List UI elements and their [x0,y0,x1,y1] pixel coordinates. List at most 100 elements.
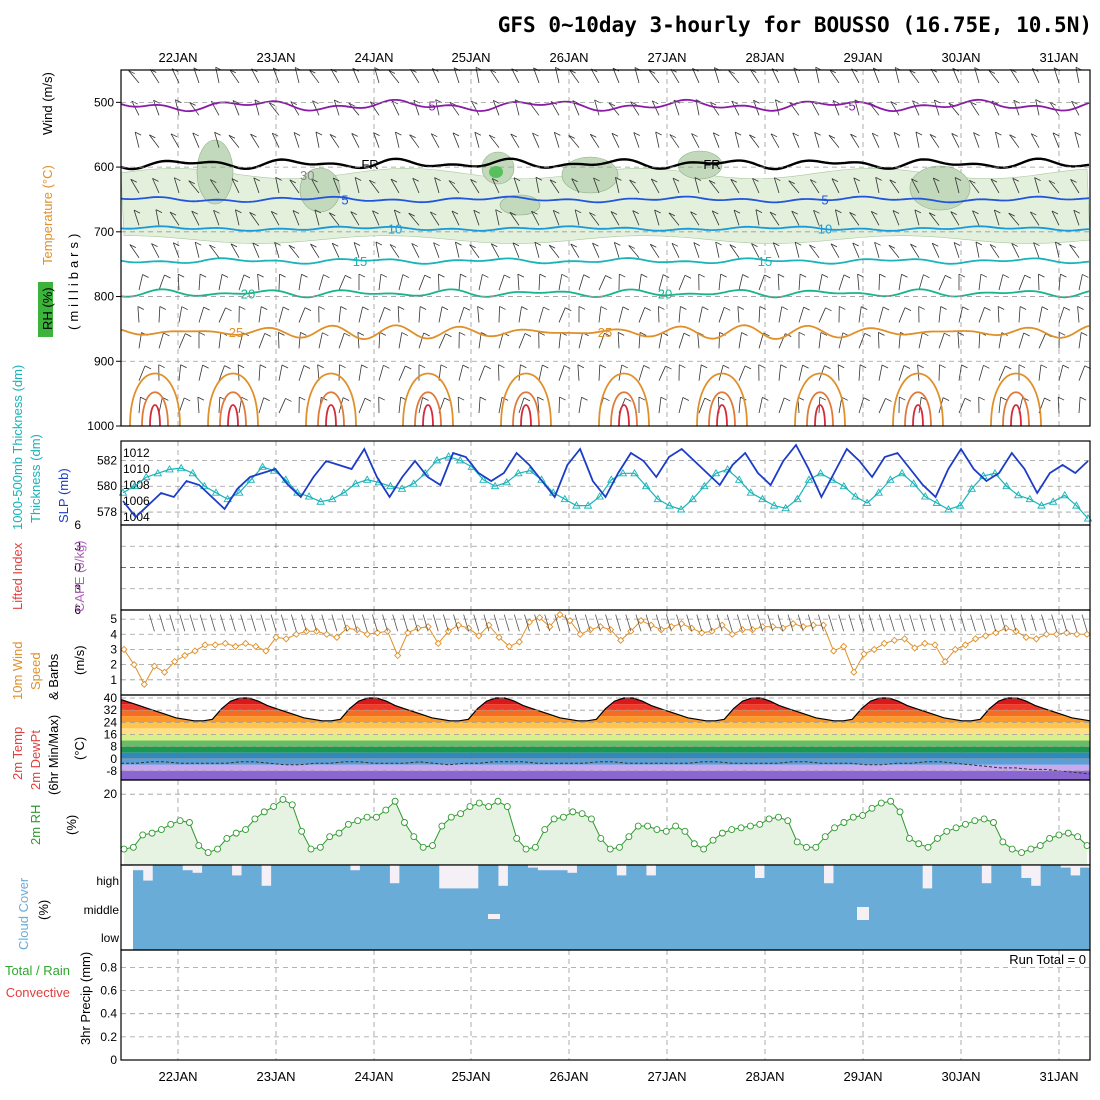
wind-barb-flag [282,306,290,311]
cloud-bar [507,921,519,950]
wind-barb-flag [210,179,217,183]
precip-tick-label: 0 [110,1053,117,1067]
thickness-point [1037,501,1046,509]
thickness-point [874,488,884,496]
wind-barb [258,397,265,414]
temp-color-band [121,722,1090,729]
rh-legend-swatch [38,282,53,337]
thickness-point [153,468,163,477]
wind-barb [835,209,840,226]
wind-barb-flag [1062,364,1070,369]
cloud-bar [991,891,1002,921]
rh-point [625,833,633,841]
wind-barb-10m [970,614,976,632]
cloud-bar [1050,921,1061,950]
wind-barb-flag [611,132,619,137]
temperature-contour [120,225,1090,232]
hot-contour-outer [207,372,259,427]
cloud-bar [192,891,203,921]
wind-barb-flag [197,396,205,401]
wind-barb [438,333,446,349]
cloud-bar [379,921,390,950]
cloud-bar [1040,891,1051,921]
pressure-tick-label: 800 [94,290,114,304]
thickness-point [1002,481,1011,490]
wind-barb-flag [418,364,426,369]
cloud-bar [458,888,469,891]
cloud-bar [458,921,469,950]
hot-contour-middle [610,391,638,427]
wind-barb [152,178,160,194]
rh-point [1027,845,1035,853]
wind-barb [589,212,600,226]
wind-barb-10m [209,614,216,632]
rh-point [195,842,203,849]
wind-barb [314,209,320,226]
wind-barb-flag [449,101,457,106]
wind-barb-flag [402,274,410,278]
wind-barb [553,132,560,148]
wind-barb-flag [275,176,282,181]
cloud-bar [547,891,558,921]
wind-barb [958,364,962,381]
cloud-bar [261,885,272,891]
cloud-row-label: low [101,931,119,945]
rh-point [821,833,829,841]
wind-barb [1035,99,1040,116]
cloud-bar [892,921,903,950]
wind-barb [458,307,465,323]
wind-barb-flag [583,274,590,279]
wind-barb [228,134,240,148]
cloud-bar [567,872,578,891]
wind-barb-flag [644,307,651,311]
wind-barb [568,135,580,148]
wind-barb-flag [942,397,950,401]
wind-barb [398,274,404,291]
wind-speed-point [171,657,179,666]
cloud-bar [320,921,331,950]
wind-barb [813,210,820,226]
wind-barb-flag [1059,331,1066,336]
wind-speed-point [961,641,969,649]
wind-barb-flag [384,307,391,311]
wind-barb-10m [402,614,409,632]
wind-barb-flag [342,397,350,401]
rh-point [803,843,810,851]
wind-barb [490,243,500,258]
wind-barb-flag [271,210,278,215]
rh-point [1008,845,1016,853]
cloud-bar [567,921,578,950]
wind-barb-flag [831,178,839,182]
date-label-bottom: 30JAN [941,1069,980,1084]
cloud-bar [685,891,696,921]
wind-barb [254,99,260,116]
rh-point [653,826,661,834]
wind-barb [351,133,360,148]
cloud-bar [724,865,736,891]
cloud-bar [734,865,746,891]
wind-barb [378,274,382,291]
cloud-bar [271,891,282,921]
wind-barb [477,306,480,323]
wind-barb [418,306,421,323]
cloud-bar [133,870,144,891]
wind-barb-10m [412,614,419,632]
rh-point [214,845,221,853]
cloud-bar [655,865,667,891]
wind-barb [198,365,203,381]
wind-barb-flag [249,212,256,216]
wind-barb-10m [341,614,348,632]
wind-barb [733,210,740,226]
temperature-contour [120,324,1090,341]
wind-barb [429,211,440,226]
cloud-bar [1001,921,1012,950]
wind-barb-flag [753,99,760,104]
wind-speed-point [606,626,615,634]
wind-barb-flag [264,333,271,337]
hot-contour-inner [912,404,924,427]
rh-point [279,796,287,803]
rh-point [157,826,165,834]
wind-barb [310,243,320,258]
wind-barb-flag [755,209,763,213]
wind-barb [348,102,360,116]
